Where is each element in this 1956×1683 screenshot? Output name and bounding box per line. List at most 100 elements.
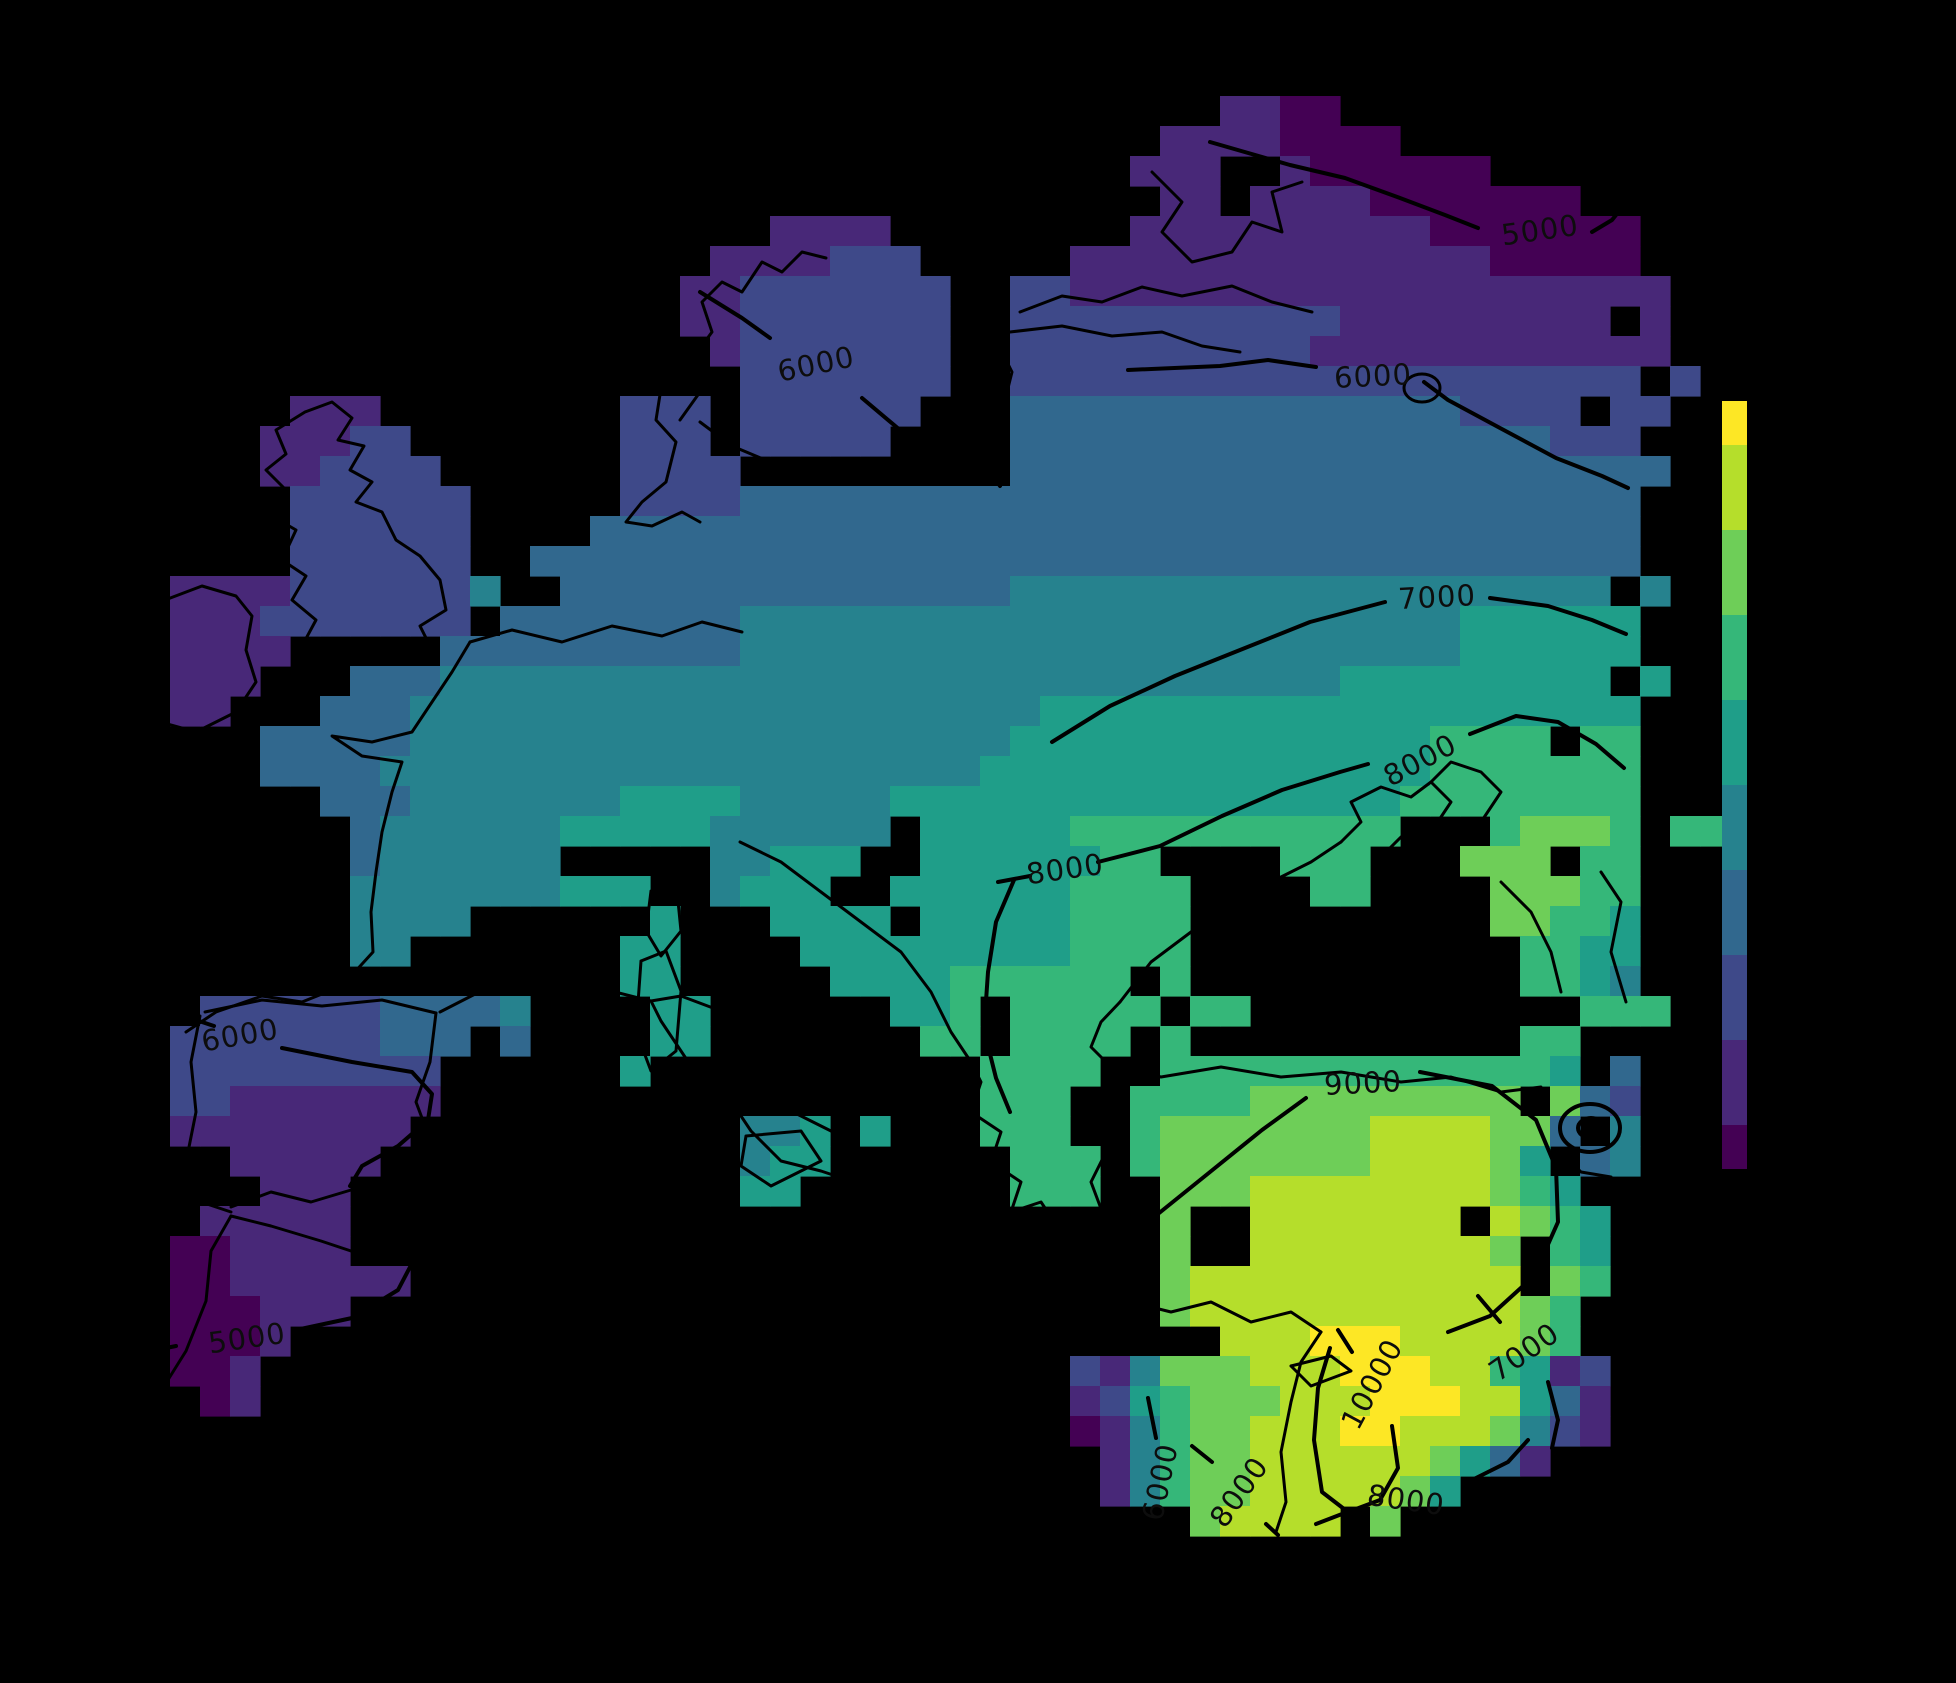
map-cell <box>950 996 981 1027</box>
map-cell <box>1130 156 1161 187</box>
map-cell <box>1430 1386 1461 1417</box>
map-cell <box>920 576 951 607</box>
coastline-path <box>229 1214 463 1283</box>
map-cell <box>1100 1446 1131 1477</box>
map-cell <box>770 666 801 697</box>
map-cell <box>200 1326 231 1357</box>
map-cell <box>1640 306 1671 337</box>
map-cell <box>500 726 531 757</box>
map-cell <box>1190 1386 1221 1417</box>
map-cell <box>1460 156 1491 187</box>
map-cell <box>830 246 861 277</box>
map-cell <box>1040 696 1071 727</box>
map-cell <box>1550 1266 1581 1297</box>
map-cell <box>380 666 411 697</box>
map-cell <box>710 486 741 517</box>
map-cell <box>1010 1086 1041 1117</box>
map-cell <box>170 606 201 637</box>
colorbar-segment <box>1722 1125 1747 1169</box>
colorbar-segment <box>1722 530 1747 615</box>
map-cell <box>920 276 951 307</box>
map-cell <box>410 1086 441 1117</box>
map-cell <box>260 1086 291 1117</box>
map-cell <box>1430 1476 1461 1507</box>
map-cell <box>830 576 861 607</box>
map-cell <box>980 816 1011 847</box>
map-cell <box>410 456 441 487</box>
map-cell <box>1010 636 1041 667</box>
coastline-path <box>1499 880 1563 994</box>
map-cell <box>1040 936 1071 967</box>
map-cell <box>1340 246 1371 277</box>
map-cell <box>1310 726 1341 757</box>
map-cell <box>1550 576 1581 607</box>
map-cell <box>1460 636 1491 667</box>
map-cell <box>920 696 951 727</box>
map-cell <box>1040 846 1071 877</box>
map-cell <box>1550 1056 1581 1087</box>
map-cell <box>890 696 921 727</box>
map-cell <box>830 516 861 547</box>
map-cell <box>1100 246 1131 277</box>
map-cell <box>470 786 501 817</box>
contour-line-7000 <box>1476 1294 1502 1324</box>
map-cell <box>1130 906 1161 937</box>
map-cell <box>1190 306 1221 337</box>
map-cell <box>410 1026 441 1057</box>
map-cell <box>830 726 861 757</box>
map-cell <box>1160 1026 1191 1057</box>
map-cell <box>1220 756 1251 787</box>
map-cell <box>710 756 741 787</box>
map-cell <box>1100 1416 1131 1447</box>
map-cell <box>1430 636 1461 667</box>
map-cell <box>290 1056 321 1087</box>
map-cell <box>1190 486 1221 517</box>
map-cell <box>1310 1116 1341 1147</box>
map-cell <box>860 786 891 817</box>
map-cell <box>440 816 471 847</box>
map-cell <box>1160 576 1191 607</box>
map-cell <box>410 576 441 607</box>
map-cell <box>1520 546 1551 577</box>
map-cell <box>200 1056 231 1087</box>
map-cell <box>1220 1356 1251 1387</box>
map-cell <box>770 486 801 517</box>
map-cell <box>1520 1206 1551 1237</box>
colorbar-segment <box>1722 615 1747 700</box>
map-cell <box>1400 486 1431 517</box>
map-cell <box>1430 396 1461 427</box>
map-cell <box>1550 756 1581 787</box>
map-cell <box>1460 1386 1491 1417</box>
map-cell <box>1520 1176 1551 1207</box>
map-cell <box>1190 546 1221 577</box>
map-cell <box>1250 516 1281 547</box>
map-cell <box>1520 846 1551 877</box>
coastline-path <box>644 879 683 958</box>
map-cell <box>1370 1086 1401 1117</box>
map-cell <box>1430 306 1461 337</box>
map-cell <box>1340 1446 1371 1477</box>
map-cell <box>1370 336 1401 367</box>
map-cell <box>500 636 531 667</box>
map-cell <box>860 666 891 697</box>
map-cell <box>1070 246 1101 277</box>
map-cell <box>380 876 411 907</box>
map-cell <box>1160 1116 1191 1147</box>
coastline-path <box>1089 1065 1133 1304</box>
contour-line-6000 <box>1166 1524 1173 1538</box>
map-cell <box>770 726 801 757</box>
map-cell <box>1070 606 1101 637</box>
map-cell <box>380 486 411 517</box>
map-cell <box>1340 576 1371 607</box>
map-cell <box>740 516 771 547</box>
map-cell <box>920 306 951 337</box>
map-cell <box>1640 336 1671 367</box>
map-cell <box>1340 1386 1371 1417</box>
coastline-path <box>1289 1354 1353 1388</box>
map-cell <box>1490 726 1521 757</box>
map-cell <box>1550 666 1581 697</box>
map-cell <box>1520 516 1551 547</box>
map-cell <box>710 576 741 607</box>
map-cell <box>350 396 381 427</box>
